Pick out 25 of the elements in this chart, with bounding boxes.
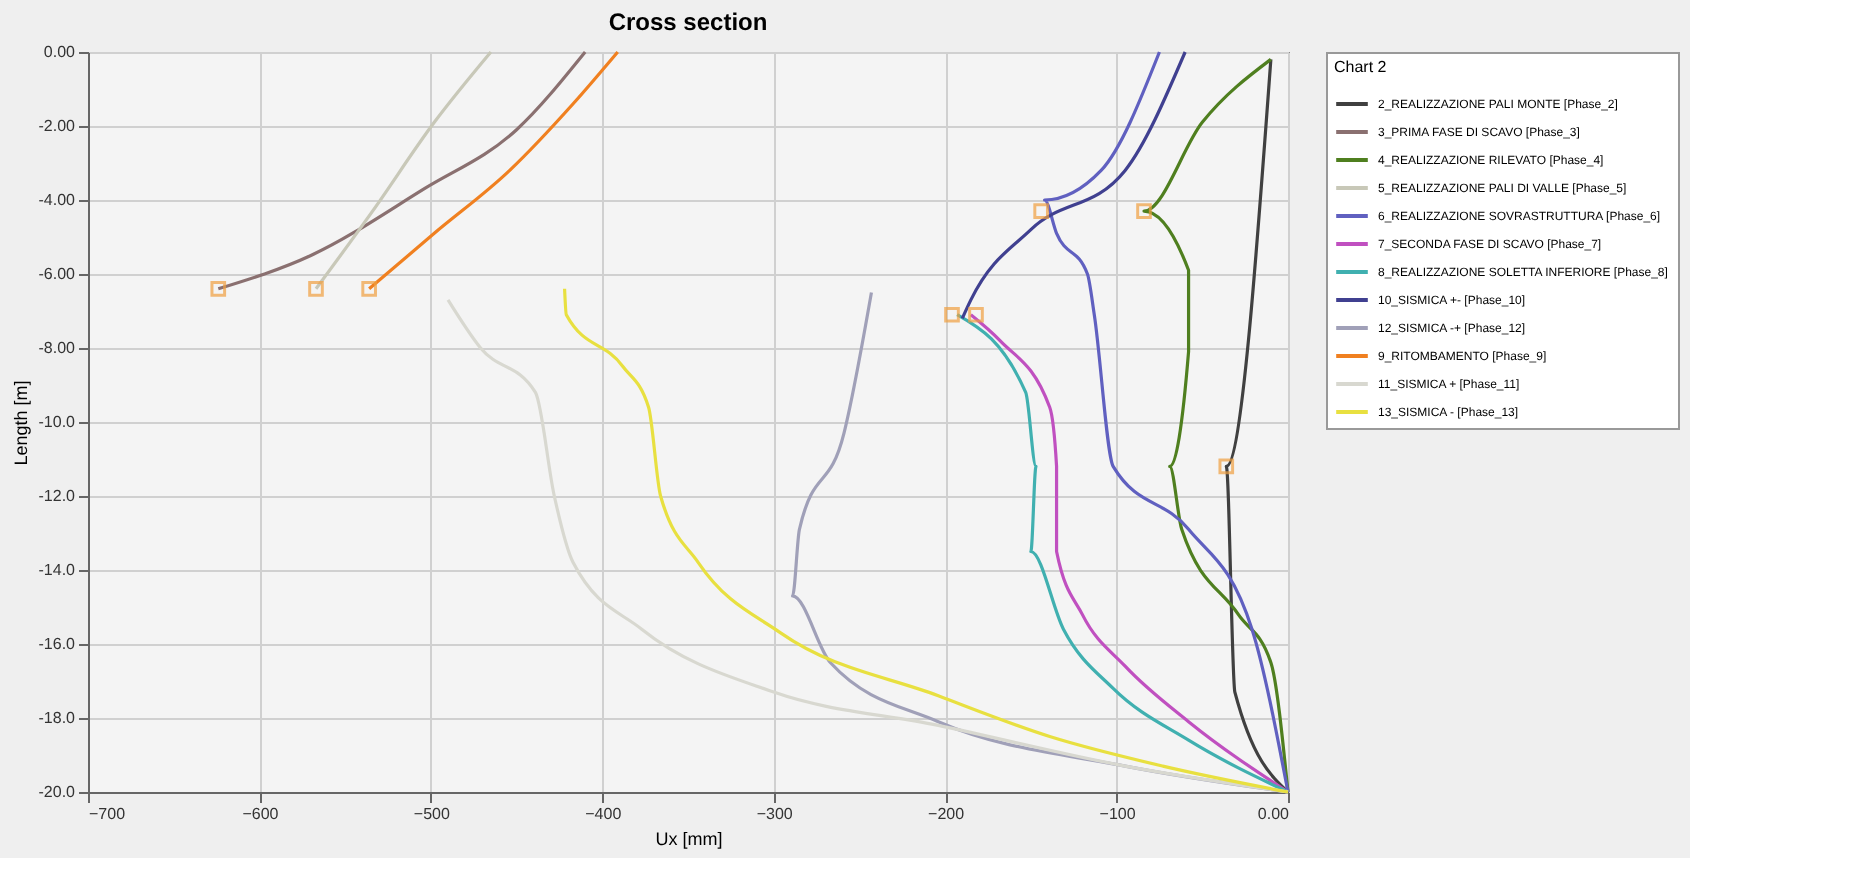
line-series [562, 287, 1290, 794]
y-tick-label: -6.00 [38, 265, 77, 283]
y-tick-label: -12.0 [38, 487, 77, 505]
x-tick-label: −200 [928, 805, 966, 823]
x-tick-label: −400 [585, 805, 623, 823]
y-tick-label: -2.00 [38, 117, 77, 135]
x-tick-label: −500 [413, 805, 451, 823]
y-tick-label: -20.0 [38, 783, 77, 801]
x-tick-label: −600 [242, 805, 280, 823]
y-tick-label: -16.0 [38, 635, 77, 653]
x-tick-label: −100 [1099, 805, 1137, 823]
chart-title: Cross section [608, 8, 768, 36]
legend-title: Chart 2 [1334, 58, 1388, 76]
x-tick-label: 0.00 [1257, 805, 1291, 823]
y-tick-label: -4.00 [38, 191, 77, 209]
x-tick-label: −300 [756, 805, 794, 823]
y-tick-label: 0.00 [43, 43, 77, 61]
x-axis-title: Ux [mm] [655, 829, 723, 849]
line-series [960, 50, 1187, 320]
y-axis-title: Length [m] [10, 380, 31, 466]
y-tick-label: -14.0 [38, 561, 77, 579]
y-tick-label: -10.0 [38, 413, 77, 431]
y-tick-label: -18.0 [38, 709, 77, 727]
y-tick-label: -8.00 [38, 339, 77, 357]
x-tick-label: −700 [89, 805, 127, 823]
